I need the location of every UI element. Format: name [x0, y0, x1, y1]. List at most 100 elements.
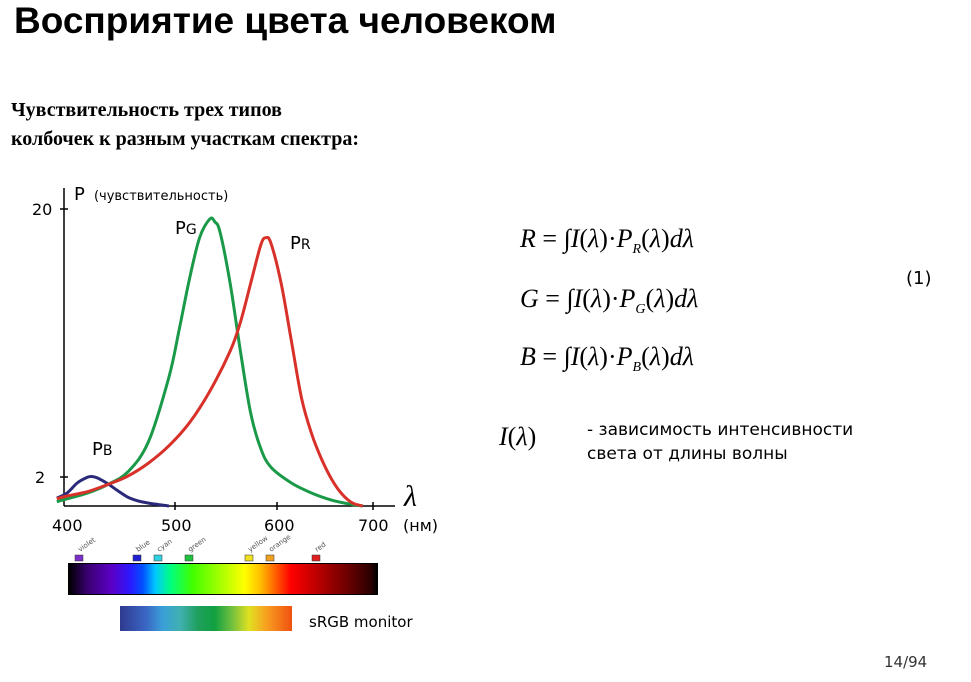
spectrum-label-green: green [187, 535, 208, 553]
formula-b-integral: ∫ [563, 342, 571, 371]
visible-spectrum-bar [68, 563, 378, 595]
series-line-g [56, 216, 363, 508]
equation-number: (1) [906, 268, 932, 289]
spectrum-label-violet: violet [77, 536, 98, 554]
label-pr: PR [290, 233, 311, 254]
formula-r-i: I [570, 224, 580, 253]
formula-g-integral: ∫ [566, 284, 574, 313]
series-line-r [56, 235, 364, 508]
spectrum-marker-orange [265, 554, 275, 562]
formula-b-lp2: ( [641, 342, 650, 371]
formula-r-sub: R [632, 242, 642, 258]
x-tick-label-400: 400 [52, 516, 83, 535]
intensity-rp: ) [527, 422, 537, 451]
spectrum-marker-yellow [244, 554, 254, 562]
x-unit-label: (нм) [403, 516, 438, 535]
intensity-i: I [499, 422, 508, 451]
formula-r: R = ∫I(λ)·PR(λ)dλ [520, 224, 694, 258]
subtitle-line-1: Чувствительность трех типов [11, 99, 282, 121]
formula-r-rp: ) [599, 224, 608, 253]
formula-g-lhs: G [520, 284, 539, 313]
formula-g-lambda: λ [590, 284, 603, 313]
formula-b-sub: B [632, 360, 642, 376]
formula-b-i: I [570, 342, 580, 371]
x-tick-label-700: 700 [358, 516, 389, 535]
formula-r-integral: ∫ [563, 224, 571, 253]
label-pr-sub: R [301, 237, 311, 253]
formula-r-d: d [669, 224, 683, 253]
spectrum-label-red: red [314, 540, 328, 553]
formula-g-d: d [674, 284, 688, 313]
label-pg: PG [175, 218, 197, 239]
formula-b-lambda3: λ [682, 342, 694, 371]
formula-g-sub: G [635, 302, 646, 318]
formula-g: G = ∫I(λ)·PG(λ)dλ [520, 284, 698, 318]
intensity-symbol: I(λ) [499, 422, 536, 452]
formula-g-eq: = [545, 284, 560, 313]
formula-r-lhs: R [520, 224, 536, 253]
srgb-gamut-bar [120, 606, 292, 631]
formula-b-lambda2: λ [649, 342, 662, 371]
spectrum-label-blue: blue [135, 538, 152, 553]
x-tick-label-500: 500 [161, 516, 192, 535]
formula-r-rp2: ) [661, 224, 670, 253]
y-axis-label-main: P [74, 184, 85, 205]
label-pr-main: P [290, 233, 301, 254]
formula-r-lp2: ( [641, 224, 650, 253]
spectrum-marker-cyan [153, 554, 163, 562]
label-pg-main: P [175, 218, 186, 239]
spectrum-marker-red [311, 554, 321, 562]
srgb-label: sRGB monitor [309, 613, 413, 631]
formula-r-p: P [616, 224, 633, 253]
spectrum-label-cyan: cyan [156, 537, 174, 553]
formula-b-eq: = [542, 342, 558, 371]
formula-b-dot: · [607, 342, 617, 371]
y-tick-label-2: 2 [35, 468, 45, 487]
intensity-lambda: λ [516, 422, 528, 451]
formula-g-lambda2: λ [654, 284, 666, 313]
label-pb-sub: B [103, 443, 113, 459]
formula-r-eq: = [542, 224, 558, 253]
y-tick-label-20: 20 [32, 200, 52, 219]
slide-title: Восприятие цвета человеком [14, 0, 557, 41]
formula-b-lp: ( [579, 342, 589, 371]
formula-g-lp2: ( [645, 284, 655, 313]
intensity-note: - зависимость интенсивности света от дли… [587, 418, 853, 466]
formula-b-p: P [616, 342, 633, 371]
formula-r-lp: ( [579, 224, 589, 253]
formula-g-i: I [573, 284, 583, 313]
formula-r-lambda: λ [588, 224, 600, 253]
formula-g-dot: · [610, 284, 620, 313]
formula-g-rp2: ) [665, 284, 675, 313]
formula-g-lp: ( [582, 284, 591, 313]
formula-b-rp2: ) [661, 342, 670, 371]
formula-g-lambda3: λ [687, 284, 699, 313]
spectrum-marker-blue [132, 554, 142, 562]
formula-r-lambda2: λ [649, 224, 662, 253]
subtitle-line-2: колбочек к разным участкам спектра: [11, 128, 360, 150]
x-tick-label-600: 600 [264, 516, 295, 535]
intensity-lp: ( [507, 422, 517, 451]
formula-b: B = ∫I(λ)·PB(λ)dλ [520, 342, 694, 376]
y-axis-label-note: (чувствительность) [94, 189, 228, 204]
formula-r-dot: · [607, 224, 617, 253]
chart-axes [60, 188, 395, 510]
formula-b-lambda: λ [588, 342, 600, 371]
slide-subtitle: Чувствительность трех типов колбочек к р… [11, 96, 359, 154]
x-axis-symbol: λ [403, 480, 417, 513]
formula-g-p: P [619, 284, 636, 313]
formula-b-lhs: B [520, 342, 536, 371]
page-number: 14/94 [884, 653, 928, 671]
formula-g-rp: ) [602, 284, 611, 313]
spectrum-marker-violet [74, 554, 84, 562]
note-line-1: - зависимость интенсивности [587, 420, 854, 440]
y-axis-label: P (чувствительность) [74, 184, 228, 205]
formula-b-d: d [669, 342, 683, 371]
spectrum-label-yellow: yellow [247, 534, 270, 554]
label-pg-sub: G [186, 222, 197, 238]
spectrum-label-orange: orange [268, 533, 293, 554]
formula-b-rp: ) [599, 342, 608, 371]
label-pb-main: P [92, 439, 103, 460]
